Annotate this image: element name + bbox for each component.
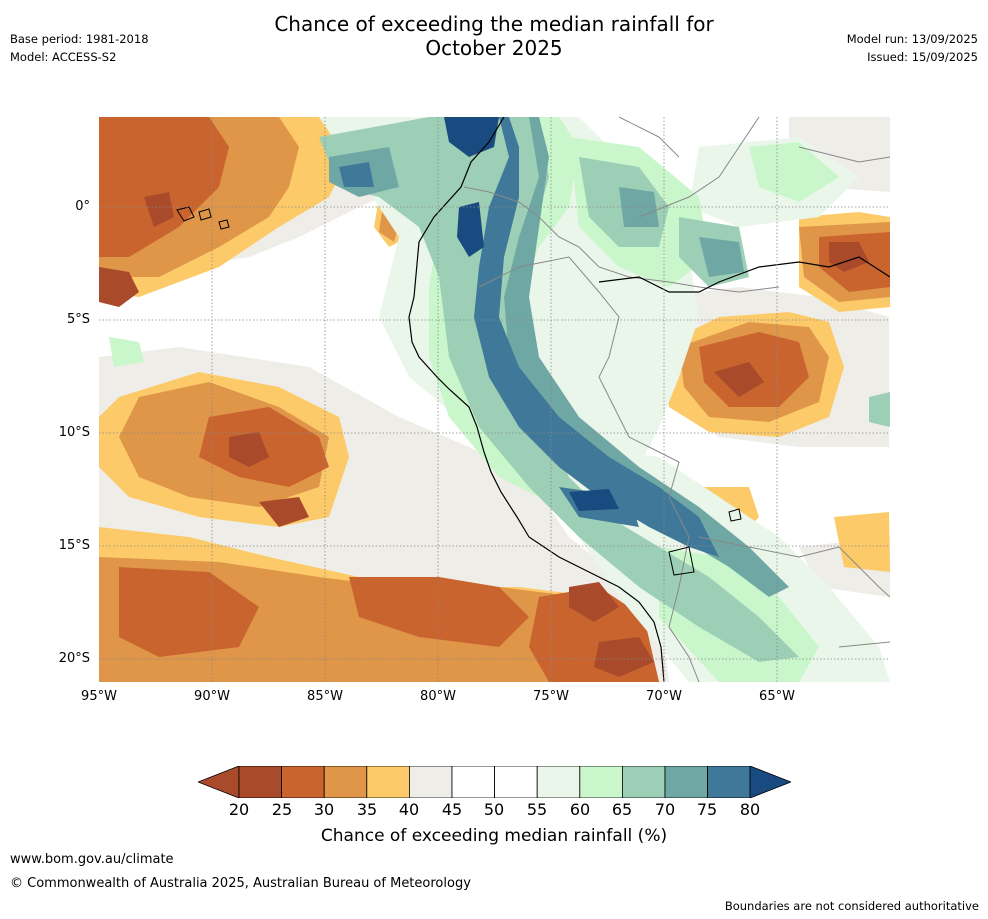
colorbar-tick-50: 50 [483,800,505,819]
colorbar-segment [238,766,282,798]
lon-label-65w: 65°W [759,689,795,704]
north-coastline [598,256,890,293]
lon-label-90w: 90°W [194,689,230,704]
colorbar-tick-40: 40 [398,800,420,819]
model-run: Model run: 13/09/2025 [846,32,978,46]
colorbar-high-arrow [749,766,791,798]
colorbar-segment [366,766,410,798]
footer-url[interactable]: www.bom.gov.au/climate [10,852,174,867]
title-line-2: October 2025 [425,36,563,60]
map-svg [99,117,890,682]
colorbar-tick-80: 80 [739,800,761,819]
base-period: Base period: 1981-2018 [10,32,149,46]
issued-date: Issued: 15/09/2025 [867,50,978,64]
graticule [99,117,890,682]
coastline [408,117,665,682]
colorbar-tick-75: 75 [696,800,718,819]
footer-disclaimer: Boundaries are not considered authoritat… [724,899,979,913]
colorbar [198,766,791,798]
footer-copyright: © Commonwealth of Australia 2025, Austra… [10,876,471,891]
map-title: Chance of exceeding the median rainfall … [0,12,988,60]
colorbar-tick-45: 45 [441,800,463,819]
lon-label-85w: 85°W [307,689,343,704]
colorbar-label: Chance of exceeding median rainfall (%) [320,826,668,846]
model-name: Model: ACCESS-S2 [10,50,117,64]
islands [176,206,742,576]
colorbar-segment [408,766,453,798]
colorbar-segment [494,766,538,798]
colorbar-tick-35: 35 [356,800,378,819]
zone-20-25 [99,192,869,677]
colorbar-tick-20: 20 [228,800,250,819]
colorbar-segment [451,766,495,798]
colorbar-tick-70: 70 [654,800,676,819]
colorbar-tick-30: 30 [313,800,335,819]
lat-label-10s: 10°S [58,425,90,440]
colorbar-segment [707,766,751,798]
meta-right: Model run: 13/09/2025 Issued: 15/09/2025 [847,30,978,66]
colorbar-segment [579,766,623,798]
lat-label-15s: 15°S [58,538,90,553]
title-line-1: Chance of exceeding the median rainfall … [274,12,714,36]
colorbar-segment [536,766,581,798]
colorbar-tick-65: 65 [611,800,633,819]
rainfall-map [99,117,890,682]
colorbar-segment [621,766,666,798]
colorbar-segment [281,766,325,798]
colorbar-segment [323,766,368,798]
colorbar-tick-60: 60 [569,800,591,819]
lat-label-0: 0° [75,199,90,214]
meta-left: Base period: 1981-2018 Model: ACCESS-S2 [10,30,149,66]
lon-label-70w: 70°W [646,689,682,704]
colorbar-tick-25: 25 [271,800,293,819]
colorbar-tick-55: 55 [526,800,548,819]
lon-label-80w: 80°W [420,689,456,704]
lat-label-5s: 5°S [66,312,90,327]
colorbar-low-arrow [198,766,240,798]
colorbar-segment [664,766,708,798]
lat-label-20s: 20°S [58,651,90,666]
lon-label-75w: 75°W [533,689,569,704]
country-borders [463,117,890,682]
lon-label-95w: 95°W [81,689,117,704]
